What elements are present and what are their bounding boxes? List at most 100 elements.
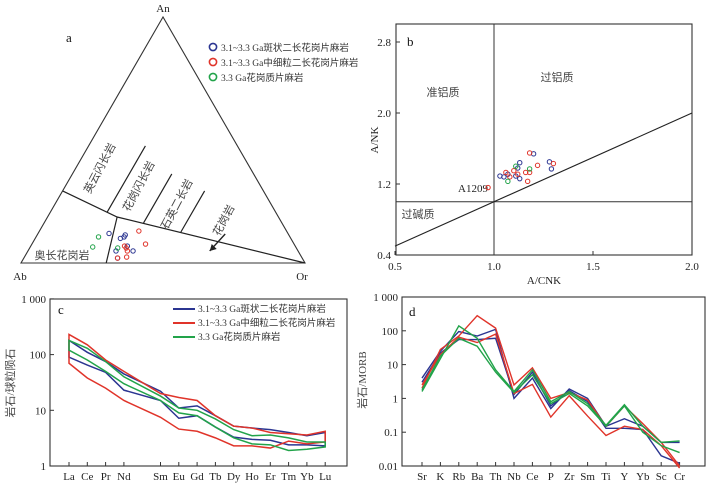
x-tick-label: Ce (526, 471, 538, 483)
x-tick-label: Dy (227, 471, 241, 483)
x-tick-label: La (63, 471, 75, 483)
panel-label-a: a (66, 30, 72, 45)
data-point-red (136, 228, 142, 234)
ree-envelope-blue (68, 338, 326, 447)
data-point-red (507, 174, 513, 180)
spider-line-green-2 (421, 337, 680, 454)
x-tick-label: Sm (153, 471, 168, 483)
field-label-peralkaline: 过碱质 (402, 208, 435, 221)
field-boundary-line (180, 190, 206, 233)
data-point-red (114, 255, 121, 261)
legend-marker-blue (208, 42, 218, 52)
apex-label-or: Or (296, 271, 308, 283)
data-point-red (550, 160, 557, 167)
data-point-red (515, 171, 521, 177)
x-tick-label: Eu (173, 471, 186, 483)
plot-frame-c (49, 298, 348, 467)
field-boundary-line (106, 145, 146, 213)
data-point-green (115, 245, 121, 251)
panel-a: a An Ab Or 英云闪长岩 花岗闪长岩 石英二长岩 花岗岩 奥长花岗岩 3… (13, 3, 358, 283)
apex-label-ab: Ab (13, 271, 27, 283)
legend-text-3: 3.3 Ga花岗质片麻岩 (221, 72, 303, 84)
panel-label-d: d (409, 304, 416, 319)
data-point-red (123, 245, 129, 251)
field-boundary-line (143, 173, 173, 224)
x-tick-label: Ti (601, 471, 610, 483)
field-label-tonalite: 英云闪长岩 (80, 141, 118, 196)
x-tick-label: K (436, 471, 444, 483)
legend-marker-red (208, 57, 218, 67)
y-tick-label: 100 (30, 350, 47, 362)
y-axis-label-b: A/NK (369, 127, 381, 154)
field-label-metaluminous: 准铝质 (427, 85, 460, 99)
x-tick-label: Pr (101, 471, 111, 483)
x-tick-label: 1.5 (586, 261, 600, 273)
arrow-head-icon (209, 243, 217, 251)
x-tick-label: Tb (209, 471, 222, 483)
y-tick-label: 0.4 (377, 250, 391, 262)
x-tick-label: 2.0 (685, 261, 699, 273)
x-tick-label: Sr (417, 471, 427, 483)
data-point-blue (517, 175, 523, 182)
x-tick-label: 1.0 (487, 261, 501, 273)
panel-label-b: b (407, 34, 414, 49)
data-point-red (123, 254, 130, 260)
y-tick-label: 1 (41, 461, 47, 473)
data-point-green (513, 163, 519, 169)
legend-c-text-3: 3.3 Ga花岗质片麻岩 (198, 331, 280, 343)
data-point-red (524, 178, 531, 185)
data-point-green (526, 166, 533, 172)
field-boundary-line (105, 216, 118, 264)
x-tick-label: Tm (281, 471, 297, 483)
x-tick-label: Gd (190, 471, 204, 483)
data-point-blue (517, 160, 523, 166)
x-tick-label: Lu (319, 471, 332, 483)
data-point-blue (122, 232, 128, 238)
legend-text-2: 3.1~3.3 Ga中细粒二长花岗片麻岩 (221, 57, 358, 69)
ree-envelope-green (68, 339, 326, 452)
ternary-frame (20, 15, 306, 264)
plot-frame-b (395, 23, 693, 256)
apex-label-an: An (156, 3, 170, 15)
spider-line-red-2 (421, 333, 681, 469)
data-point-red (503, 169, 509, 176)
data-point-red (124, 248, 131, 254)
plot-frame-d (401, 296, 706, 467)
legend-c-text-1: 3.1~3.3 Ga斑状二长花岗片麻岩 (198, 303, 326, 315)
x-tick-label: 0.5 (388, 261, 402, 273)
y-tick-label: 1 (393, 393, 399, 405)
data-point-green (95, 234, 102, 240)
x-tick-label: Sc (656, 471, 667, 483)
x-tick-label: Ho (245, 471, 259, 483)
data-point-red (485, 184, 491, 191)
x-tick-label: Ce (81, 471, 93, 483)
y-tick-label: 10 (35, 405, 47, 417)
panel-c: c 岩石/球粒陨石 3.1~3.3 Ga斑状二长花岗片麻岩 3.1~3.3 Ga… (3, 294, 348, 483)
field-label-quartz-monzonite: 石英二长岩 (157, 177, 195, 232)
spider-line-blue-1 (421, 328, 680, 444)
y-axis-label-c: 岩石/球粒陨石 (3, 348, 17, 417)
x-tick-label: Yb (636, 471, 650, 483)
y-tick-label: 100 (382, 326, 399, 338)
x-tick-label: Sm (580, 471, 595, 483)
y-tick-label: 2.0 (377, 108, 391, 120)
y-tick-label: 2.8 (377, 37, 391, 49)
data-point-red (142, 241, 149, 247)
data-point-blue (130, 248, 136, 254)
x-tick-label: Cr (674, 471, 685, 483)
sample-annotation-a1209: A1209 (458, 183, 488, 195)
field-label-peraluminous: 过铝质 (541, 70, 574, 84)
legend-c: 3.1~3.3 Ga斑状二长花岗片麻岩 3.1~3.3 Ga中细粒二长花岗片麻岩… (173, 303, 335, 343)
field-label-granite: 花岗岩 (210, 202, 238, 238)
x-tick-label: Zr (564, 471, 575, 483)
field-label-trondhjemite: 奥长花岗岩 (35, 248, 90, 262)
data-point-blue (106, 230, 112, 237)
x-tick-label: Er (265, 471, 276, 483)
x-tick-label: Nd (117, 471, 131, 483)
data-point-red (534, 162, 541, 169)
y-tick-label: 1 000 (21, 294, 46, 306)
panel-b: b A/CNK A/NK 准铝质 过铝质 过碱质 A1209 0.5 1.0 1.5… (369, 23, 699, 287)
x-tick-label: Nb (507, 471, 521, 483)
spider-line-green-1 (421, 324, 680, 444)
